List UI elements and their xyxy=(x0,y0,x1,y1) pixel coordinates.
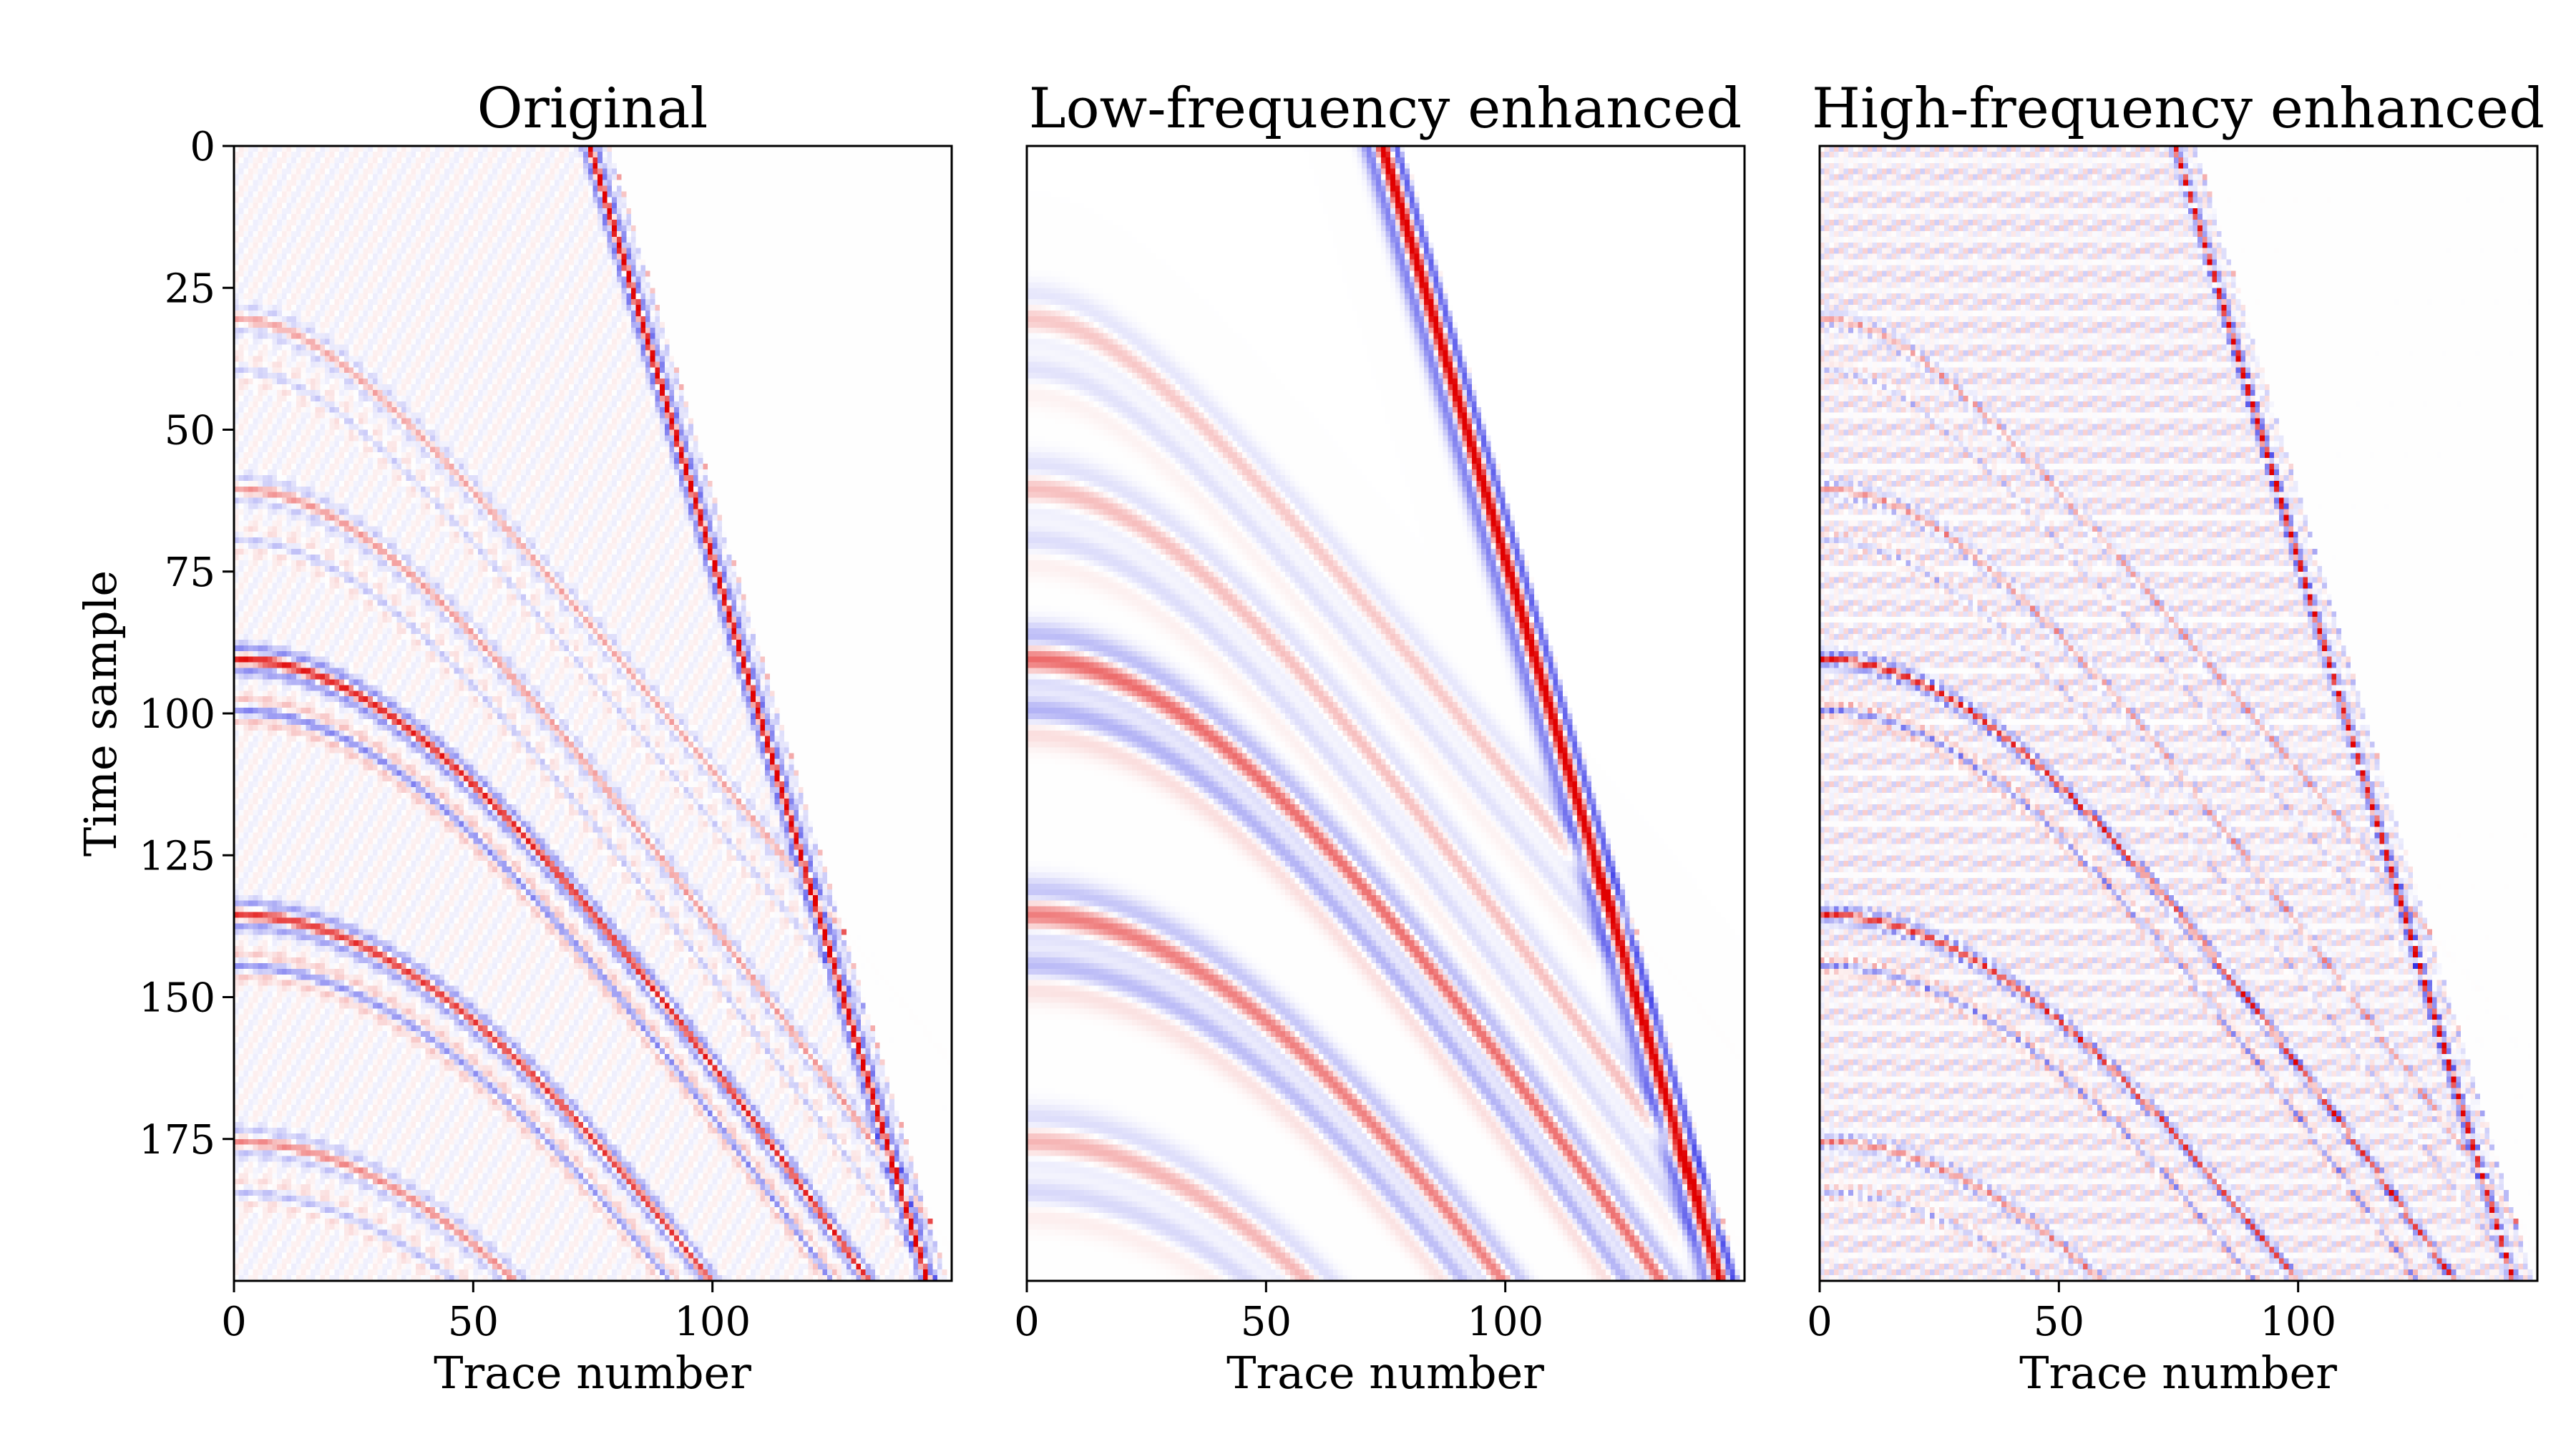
axes-frame xyxy=(1025,145,1746,1282)
x-tick-label: 50 xyxy=(448,1299,499,1345)
y-axis-label: Time sample xyxy=(74,570,127,857)
panel-title: Original xyxy=(477,77,708,141)
x-axis-label: Trace number xyxy=(1226,1347,1544,1399)
x-tick-label: 0 xyxy=(1807,1299,1833,1345)
panel-title: High-frequency enhanced xyxy=(1812,77,2545,141)
seismic-image xyxy=(1027,146,1745,1281)
y-tick-label: 0 xyxy=(190,124,215,170)
panel-original: Original 0 50 100 0 25 50 75 100 125 150 175 Trac… xyxy=(74,77,953,1399)
y-tick-label: 75 xyxy=(165,550,215,596)
y-tick-label: 100 xyxy=(139,691,215,738)
seismic-image xyxy=(1820,146,2537,1281)
axes-frame xyxy=(1818,145,2539,1282)
x-axis-label: Trace number xyxy=(434,1347,751,1399)
x-axis-ticks: 0 50 100 xyxy=(1014,1281,1543,1345)
y-tick-label: 125 xyxy=(139,833,215,879)
y-tick-label: 175 xyxy=(139,1117,215,1163)
panel-title: Low-frequency enhanced xyxy=(1029,77,1742,141)
x-tick-label: 50 xyxy=(1241,1299,1292,1345)
seismic-image xyxy=(234,146,952,1281)
x-axis-label: Trace number xyxy=(2019,1347,2337,1399)
x-tick-label: 100 xyxy=(2260,1299,2336,1345)
x-axis-ticks: 0 50 100 xyxy=(221,1281,751,1345)
x-tick-label: 100 xyxy=(674,1299,751,1345)
x-tick-label: 0 xyxy=(1014,1299,1040,1345)
x-axis-ticks: 0 50 100 xyxy=(1807,1281,2336,1345)
y-axis-ticks: 0 25 50 75 100 125 150 175 xyxy=(139,124,234,1163)
y-tick-label: 150 xyxy=(139,975,215,1022)
x-tick-label: 50 xyxy=(2034,1299,2084,1345)
panel-low-frequency: Low-frequency enhanced 0 50 100 Trace numb… xyxy=(1014,77,1746,1399)
y-tick-label: 25 xyxy=(165,265,215,312)
panel-high-frequency: High-frequency enhanced 0 50 100 Trace num… xyxy=(1807,77,2545,1399)
y-tick-label: 50 xyxy=(165,408,215,454)
x-tick-label: 0 xyxy=(221,1299,247,1345)
x-tick-label: 100 xyxy=(1467,1299,1543,1345)
